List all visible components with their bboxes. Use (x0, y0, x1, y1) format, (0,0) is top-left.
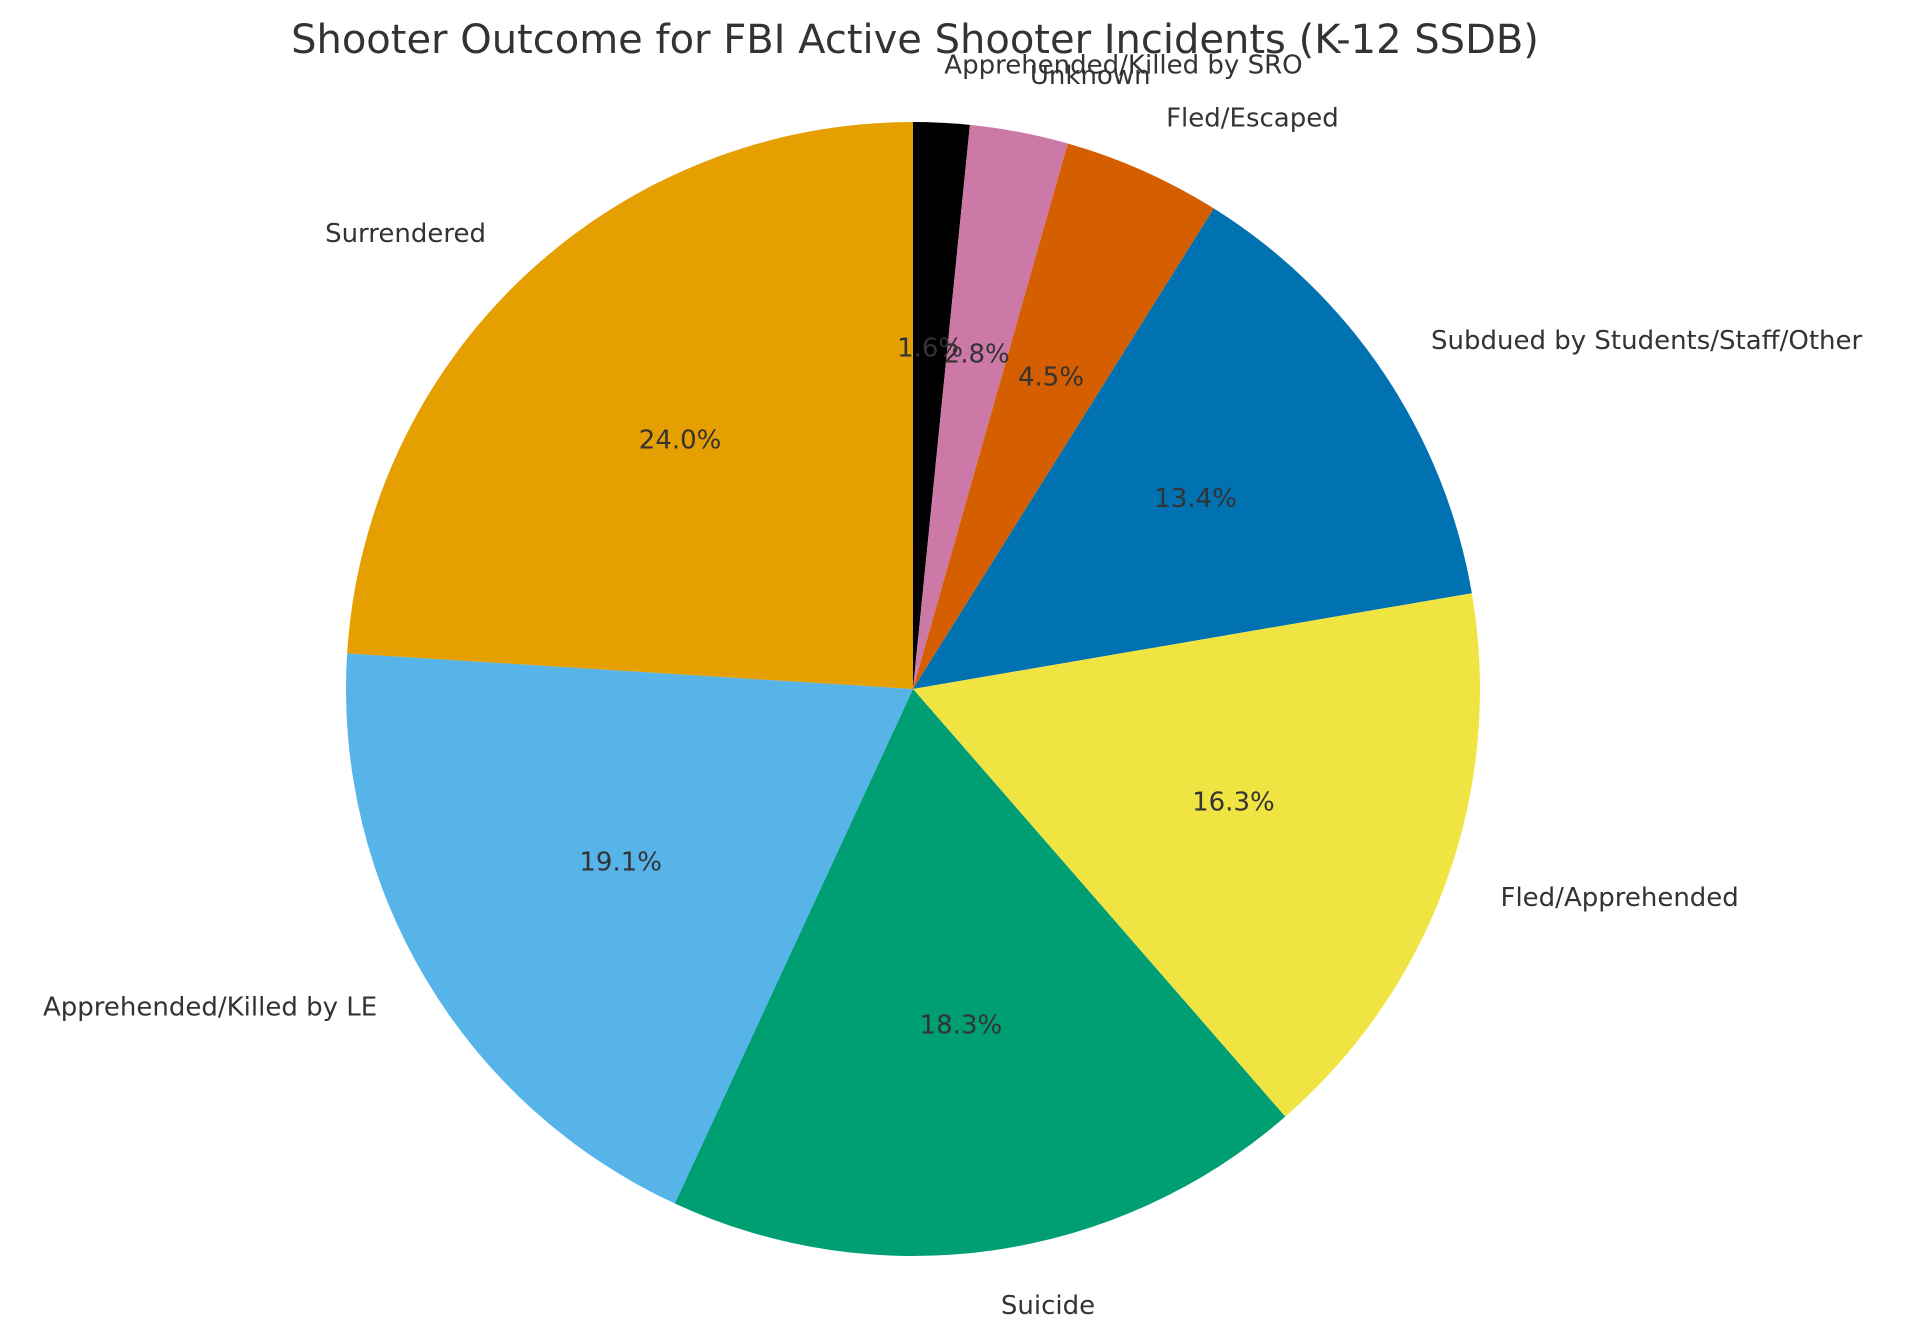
slice-label-suicide: Suicide (1001, 1291, 1095, 1321)
pie-slices (346, 122, 1480, 1256)
pie-slice-unknown (913, 124, 1068, 690)
percent-label-fled-apprehended: 16.3% (1192, 788, 1275, 818)
chart-title: Shooter Outcome for FBI Active Shooter I… (291, 17, 1539, 63)
percent-label-unknown: 2.8% (944, 339, 1010, 369)
slice-label-apprehended-killed-by-sro: Apprehended/Killed by SRO (944, 51, 1302, 81)
percent-label-fled-escaped: 4.5% (1018, 363, 1084, 393)
slice-label-surrendered: Surrendered (325, 219, 486, 249)
pie-slice-fled-apprehended (913, 593, 1480, 1117)
percent-label-apprehended-killed-by-le: 19.1% (579, 848, 662, 878)
pie-slice-subdued-by-students-staff-other (913, 208, 1472, 689)
percent-label-suicide: 18.3% (920, 1010, 1003, 1040)
slice-label-apprehended-killed-by-le: Apprehended/Killed by LE (43, 993, 377, 1023)
pie-slice-suicide (674, 689, 1286, 1256)
percent-label-apprehended-killed-by-sro: 1.6% (897, 334, 963, 364)
pie-slice-fled-escaped (913, 143, 1214, 689)
pie-slice-apprehended-killed-by-le (346, 653, 913, 1204)
slice-label-fled-escaped: Fled/Escaped (1166, 104, 1339, 134)
percent-labels: 1.6%2.8% 4.5% 13.4% 16.3% 18.3% 19.1% 24.0% (579, 334, 1274, 1041)
slice-label-subdued-by-students-staff-other: Subdued by Students/Staff/Other (1431, 326, 1862, 356)
slice-label-fled-apprehended: Fled/Apprehended (1501, 883, 1739, 913)
percent-label-subdued-by-students-staff-other: 13.4% (1154, 484, 1237, 514)
percent-label-surrendered: 24.0% (639, 426, 722, 456)
pie-slice-apprehended-killed-by-sro (913, 122, 970, 689)
pie-slice-surrendered (347, 122, 913, 689)
slice-label-unknown: Unknown (1030, 61, 1151, 91)
